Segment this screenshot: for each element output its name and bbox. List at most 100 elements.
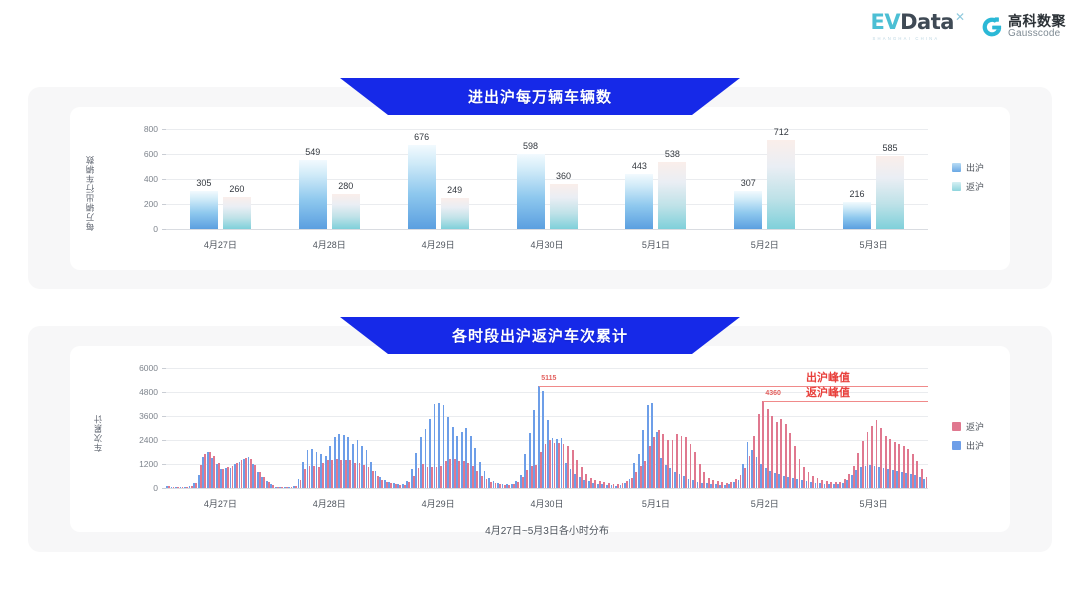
hourly-bar-fanhu [299,480,302,488]
hourly-bar-fanhu [440,466,443,488]
hourly-bar-chuhu [415,452,418,488]
hourly-bar-fanhu [517,482,520,488]
hourly-bar-fanhu [168,486,170,488]
legend-item[interactable]: 返沪 [952,420,984,433]
x-axis-tick-label: 4月28日 [312,240,346,250]
hourly-cumulative-chart: 车次累计 0 1200 2400 3600 4800 6000 4月27日 4月28日 4月29日… [70,346,1010,537]
hourly-bar-fanhu [744,468,746,488]
hourly-bar-fanhu [494,482,497,488]
hourly-bar-chuhu [873,465,876,488]
hourly-bar-fanhu [535,465,538,488]
evdata-logo-ev: EV [870,10,901,34]
y-axis-label: 车次累计 [93,414,103,452]
hourly-bar-chuhu [410,469,413,488]
hourly-bar-fanhu [798,459,801,488]
hourly-bar-chuhu [288,486,291,488]
y-axis-tick-label: 4800 [139,387,158,397]
y-axis-tick-label: 1200 [139,459,158,469]
hourly-bar-fanhu [698,464,701,488]
hourly-bar-fanhu [435,467,438,488]
hourly-bar-fanhu [857,453,860,488]
hourly-bar-chuhu [274,486,277,488]
hourly-bar-fanhu [335,459,338,488]
hourly-bar-fanhu [907,449,910,488]
gausscode-name-cn: 高科数聚 [1008,12,1066,29]
hourly-bar-fanhu [376,475,379,488]
hourly-bar-chuhu [791,478,794,488]
legend-item[interactable]: 返沪 [952,180,984,193]
hourly-bar-chuhu [265,481,268,488]
hourly-bar-fanhu [204,453,207,488]
hourly-bar-chuhu [605,485,608,488]
gausscode-circle-icon [981,16,1003,38]
hourly-bar-chuhu [483,471,486,488]
bar-value-label: 443 [631,160,647,171]
y-axis-label: 每万辆出行车辆数 [85,155,95,231]
hourly-bar-fanhu [412,475,415,488]
legend-item[interactable]: 出沪 [952,161,984,174]
hourly-bar-chuhu [211,458,214,488]
x-axis-tick-label: 4月30日 [530,499,564,509]
hourly-bar-fanhu [326,460,329,488]
hourly-bar-chuhu [574,473,577,488]
hourly-bar-fanhu [762,400,765,488]
hourly-bar-chuhu [379,476,381,488]
hourly-bar-fanhu [263,477,266,488]
hourly-bar-fanhu [789,433,792,488]
bar-chuhu [298,160,327,229]
hourly-bar-fanhu [177,487,179,488]
y-axis-tick-label: 0 [153,483,158,493]
hourly-bar-chuhu [646,405,649,488]
y-axis-tick-label: 6000 [139,363,158,373]
hourly-bar-fanhu [190,486,193,488]
hourly-bar-fanhu [199,465,202,488]
hourly-bar-fanhu [703,472,706,488]
hourly-bar-fanhu [866,432,869,488]
bar-fanhu [767,140,796,229]
hourly-bar-chuhu [333,437,336,488]
hourly-bar-fanhu [875,420,878,488]
hourly-bar-fanhu [331,460,334,488]
hourly-bar-chuhu [320,454,323,488]
hourly-bar-fanhu [803,467,805,488]
hourly-bar-chuhu [705,483,708,488]
hourly-bar-fanhu [834,482,837,488]
daily-vehicles-title-ribbon: 进出沪每万辆车辆数 [340,78,740,115]
hourly-bar-chuhu [474,448,477,488]
hourly-bar-chuhu [447,417,450,488]
hourly-bar-fanhu [839,481,842,488]
bar-chuhu [189,190,218,229]
hourly-bar-chuhu [859,467,862,488]
hourly-bar-fanhu [481,476,483,488]
hourly-bar-fanhu [766,409,769,488]
hourly-bar-fanhu [267,481,270,488]
chuhu-peak-line [538,385,928,387]
bar-value-label: 280 [338,181,354,191]
hourly-bar-chuhu [664,465,667,488]
y-axis-tickmark [162,440,166,441]
hourly-bar-chuhu [674,471,676,488]
hourly-bar-fanhu [598,481,601,488]
hourly-bar-chuhu [751,450,753,488]
hourly-bar-fanhu [880,428,882,488]
hourly-bar-chuhu [764,468,767,488]
hourly-bar-fanhu [385,482,388,488]
hourly-bar-fanhu [249,459,252,488]
hourly-bar-fanhu [739,475,742,488]
hourly-bar-chuhu [846,480,849,488]
hourly-bar-chuhu [742,464,744,488]
legend-item[interactable]: 出沪 [952,439,984,452]
hourly-bar-fanhu [807,472,810,488]
hourly-bar-fanhu [871,426,873,488]
legend-swatch [952,422,961,431]
hourly-bar-chuhu [297,479,300,488]
hourly-bar-chuhu [610,485,613,488]
hourly-bar-fanhu [911,454,914,488]
hourly-bar-fanhu [567,446,570,488]
hourly-bar-chuhu [166,485,168,488]
hourly-bar-chuhu [728,484,731,488]
bar-value-label: 305 [196,177,212,188]
hourly-bar-chuhu [351,444,354,488]
hourly-bar-fanhu [562,443,565,488]
hourly-bar-fanhu [862,441,864,488]
